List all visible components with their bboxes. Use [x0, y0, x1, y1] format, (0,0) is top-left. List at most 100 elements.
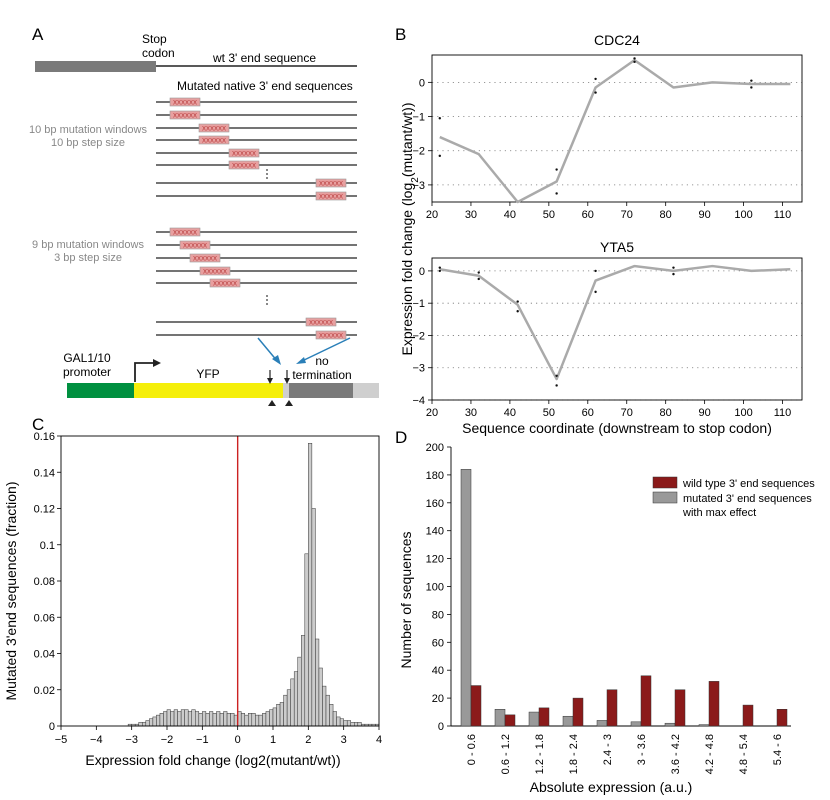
no-termination-label-1: no	[315, 354, 329, 368]
x-tick-label: 5.4 - 6	[772, 734, 784, 765]
y-tick-label: 180	[426, 470, 444, 482]
x-tick-label: 60	[582, 209, 594, 221]
y-tick-label: 0.02	[34, 685, 55, 697]
histogram-bar	[198, 713, 203, 727]
data-point	[438, 117, 441, 120]
blue-arrow-left-head	[272, 355, 281, 365]
blue-arrow-right-head	[296, 357, 306, 364]
histogram-bar	[219, 713, 224, 727]
y-tick-label: 160	[426, 498, 444, 510]
ellipsis-dot	[266, 303, 268, 305]
x-tick-label: 4.2 - 4.8	[704, 734, 716, 774]
histogram-bar	[223, 711, 228, 727]
histogram-bar	[184, 709, 189, 727]
histogram-bar	[159, 713, 164, 727]
x-tick-label: 70	[621, 407, 633, 419]
histogram-bar	[283, 694, 288, 727]
yfp-block	[134, 383, 283, 398]
plot-frame	[431, 257, 803, 401]
mutation-box	[169, 97, 201, 107]
wt-sequence-label: wt 3' end sequence	[212, 51, 316, 65]
histogram-bar	[209, 711, 214, 727]
histogram-bar	[265, 711, 270, 727]
histogram-bar	[311, 508, 316, 727]
x-tick-label: 50	[543, 209, 555, 221]
yta5-title: YTA5	[600, 239, 634, 255]
window-10bp-label-2: 10 bp step size	[51, 137, 125, 149]
x-tick-label: −4	[90, 734, 103, 746]
x-tick-label: 0.6 - 1.2	[500, 734, 512, 774]
histogram-bar	[152, 716, 157, 727]
y-tick-label: −3	[412, 363, 425, 375]
x-tick-label: 70	[621, 209, 633, 221]
panel-c-xlabel: Expression fold change (log2(mutant/wt))	[85, 752, 340, 768]
histogram-bar	[346, 720, 351, 727]
legend-swatch-mutated	[652, 491, 678, 504]
y-tick-label: 0	[49, 721, 55, 733]
y-tick-label: 0	[438, 721, 444, 733]
histogram-bar	[240, 713, 245, 727]
mutation-box-label: XXXXXX	[319, 182, 343, 188]
data-point	[555, 374, 558, 377]
data-point	[594, 91, 597, 94]
x-tick-label: 90	[699, 407, 711, 419]
panel-b: B CDC24 YTA5 0−1−2−320 30 40 50 60 70 80 90 100 1…	[395, 25, 803, 436]
histogram-bar	[301, 635, 306, 727]
x-tick-label: 110	[774, 209, 792, 221]
ylabel-main: Expression fold change (log	[399, 183, 415, 356]
mutation-box	[315, 330, 347, 340]
panel-c-ylabel: Mutated 3'end sequences (fraction)	[3, 481, 19, 700]
y-tick-label: 20	[432, 693, 444, 705]
histogram-bar	[304, 553, 309, 727]
data-point	[438, 266, 441, 269]
data-point	[438, 154, 441, 158]
bar-wild-type	[708, 681, 720, 727]
histogram-bar	[329, 704, 334, 727]
bar-wild-type	[640, 675, 652, 727]
panel-a: A Stop codon wt 3' end sequence Mutated …	[29, 25, 379, 406]
mutation-box-label: XXXXXX	[183, 244, 207, 250]
x-tick-label: 2	[305, 734, 311, 746]
y-tick-label: 200	[426, 442, 444, 454]
data-point	[594, 290, 597, 294]
histogram-bar	[279, 702, 284, 727]
histogram-bar	[187, 711, 192, 727]
yfp-label: YFP	[196, 367, 219, 381]
series-line	[439, 58, 791, 204]
x-tick-label: 50	[543, 407, 555, 419]
panel-d-xlabel: Absolute expression (a.u.)	[530, 779, 693, 795]
window-9bp-label-1: 9 bp mutation windows	[32, 239, 144, 251]
stop-codon-label-1: Stop	[142, 32, 167, 46]
histogram-bar	[177, 711, 182, 727]
histogram-bar	[230, 713, 235, 727]
histogram-bar	[297, 656, 302, 727]
histogram-bar	[350, 722, 355, 727]
y-tick-label: 0.06	[34, 612, 55, 624]
series-line	[439, 264, 791, 381]
mutation-box-label: XXXXXX	[173, 231, 197, 237]
x-tick-label: 3.6 - 4.2	[670, 734, 682, 774]
y-tick-label: 0.08	[34, 576, 55, 588]
y-tick-label: 0.1	[40, 540, 55, 552]
data-point	[555, 168, 558, 171]
panel-b-ylabel: Expression fold change (log2(mutant/wt))	[399, 102, 421, 355]
histogram-bar	[170, 711, 175, 727]
histogram-bar	[315, 638, 320, 727]
x-tick-label: −5	[55, 734, 68, 746]
panel-d-letter: D	[395, 428, 407, 447]
bar-mutated	[562, 715, 574, 727]
histogram-bar	[202, 711, 207, 727]
y-tick-label: 0.04	[34, 649, 55, 661]
histogram-bar	[325, 694, 330, 727]
no-termination-block	[289, 383, 353, 398]
mutated-sequences-label: Mutated native 3' end sequences	[177, 79, 353, 93]
histogram-bar	[255, 714, 260, 727]
data-point	[555, 192, 558, 195]
mutation-lines: XXXXXX XXXXXX XXXXXX XXXXXX XXXXXX XXXXXX XXXX…	[156, 97, 357, 340]
mutation-box	[198, 123, 230, 133]
x-tick-label: −1	[196, 734, 209, 746]
bar-wild-type	[504, 714, 516, 727]
histogram-bar	[272, 707, 277, 727]
x-tick-label: 30	[465, 209, 477, 221]
histogram-bar	[318, 667, 323, 727]
